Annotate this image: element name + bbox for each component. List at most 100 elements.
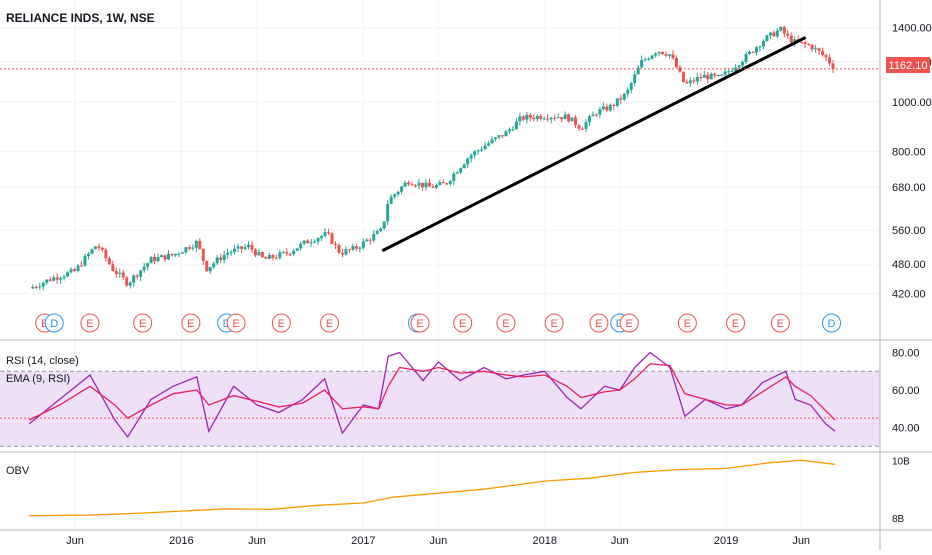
candle-body[interactable] [452,173,456,181]
candle-body[interactable] [772,32,776,37]
candle-body[interactable] [73,269,77,271]
candle-body[interactable] [309,242,313,244]
earnings-marker[interactable] [181,313,201,333]
candle-body[interactable] [132,275,136,283]
candle-body[interactable] [86,253,90,257]
candle-body[interactable] [173,253,177,256]
candle-body[interactable] [198,240,202,249]
candle-body[interactable] [187,247,191,249]
candle-body[interactable] [111,264,115,272]
candle-body[interactable] [80,265,84,267]
candle-body[interactable] [643,59,647,61]
candle-body[interactable] [389,196,393,204]
candle-body[interactable] [302,240,306,244]
candle-body[interactable] [504,131,508,137]
candle-body[interactable] [734,67,738,71]
candle-body[interactable] [351,246,355,250]
candle-body[interactable] [709,73,713,80]
candle-body[interactable] [587,116,591,123]
candle-body[interactable] [605,106,609,111]
candle-body[interactable] [125,277,129,286]
candle-body[interactable] [219,257,223,260]
candle-body[interactable] [414,185,418,187]
candle-body[interactable] [128,282,132,286]
candle-body[interactable] [215,257,219,264]
candle-body[interactable] [713,73,717,76]
candle-body[interactable] [327,232,331,234]
candle-body[interactable] [577,125,581,129]
candle-body[interactable] [716,75,720,77]
candle-body[interactable] [654,53,658,56]
candle-body[interactable] [758,46,762,48]
dividend-marker[interactable] [822,313,842,333]
candle-body[interactable] [667,54,671,56]
candle-body[interactable] [765,35,769,42]
candle-body[interactable] [761,41,765,47]
earnings-marker[interactable] [544,313,564,333]
candle-body[interactable] [640,59,644,68]
earnings-marker[interactable] [677,313,697,333]
candle-body[interactable] [549,117,553,120]
candle-body[interactable] [748,51,752,54]
candle-body[interactable] [514,121,518,130]
candle-body[interactable] [483,145,487,150]
candle-body[interactable] [688,80,692,84]
candle-body[interactable] [372,234,376,241]
candle-body[interactable] [730,70,734,72]
candle-body[interactable] [507,129,511,132]
candle-body[interactable] [208,266,212,272]
candle-body[interactable] [365,239,369,242]
candle-body[interactable] [313,241,317,243]
candle-body[interactable] [288,253,292,255]
candle-body[interactable] [114,271,118,274]
candle-body[interactable] [69,269,73,273]
obv-pane[interactable] [29,459,836,517]
candle-body[interactable] [358,247,362,249]
candle-body[interactable] [782,27,786,34]
candle-body[interactable] [706,74,710,80]
candle-body[interactable] [793,39,797,43]
candle-body[interactable] [323,232,327,237]
candle-body[interactable] [803,42,807,45]
candle-body[interactable] [41,282,45,287]
candle-body[interactable] [441,182,445,184]
candle-body[interactable] [240,246,244,249]
earnings-marker[interactable] [496,313,516,333]
candle-body[interactable] [678,67,682,72]
earnings-marker[interactable] [619,313,639,333]
earnings-marker[interactable] [320,313,340,333]
candle-body[interactable] [560,117,564,120]
candle-body[interactable] [222,254,226,260]
candle-body[interactable] [466,158,470,165]
candle-body[interactable] [591,114,595,117]
candle-body[interactable] [633,74,637,84]
candle-body[interactable] [299,243,303,249]
candle-body[interactable] [163,255,167,260]
candle-body[interactable] [574,117,578,126]
candle-body[interactable] [180,252,184,254]
candle-body[interactable] [828,57,832,64]
candle-body[interactable] [636,67,640,75]
candle-body[interactable] [661,51,665,55]
candle-body[interactable] [427,182,431,187]
candle-body[interactable] [831,63,835,70]
candle-body[interactable] [194,240,198,248]
candle-body[interactable] [723,71,727,75]
earnings-marker[interactable] [80,313,100,333]
candle-body[interactable] [34,286,38,288]
candle-body[interactable] [518,116,522,122]
earnings-marker[interactable] [770,313,790,333]
candle-body[interactable] [76,265,80,271]
candle-body[interactable] [487,143,491,146]
candle-body[interactable] [403,182,407,187]
candle-body[interactable] [685,81,689,84]
candle-body[interactable] [243,247,247,249]
candle-body[interactable] [361,241,365,248]
candle-body[interactable] [622,93,626,100]
candle-body[interactable] [191,247,195,249]
candle-body[interactable] [205,260,209,272]
candle-body[interactable] [330,233,334,244]
candle-body[interactable] [737,65,741,68]
